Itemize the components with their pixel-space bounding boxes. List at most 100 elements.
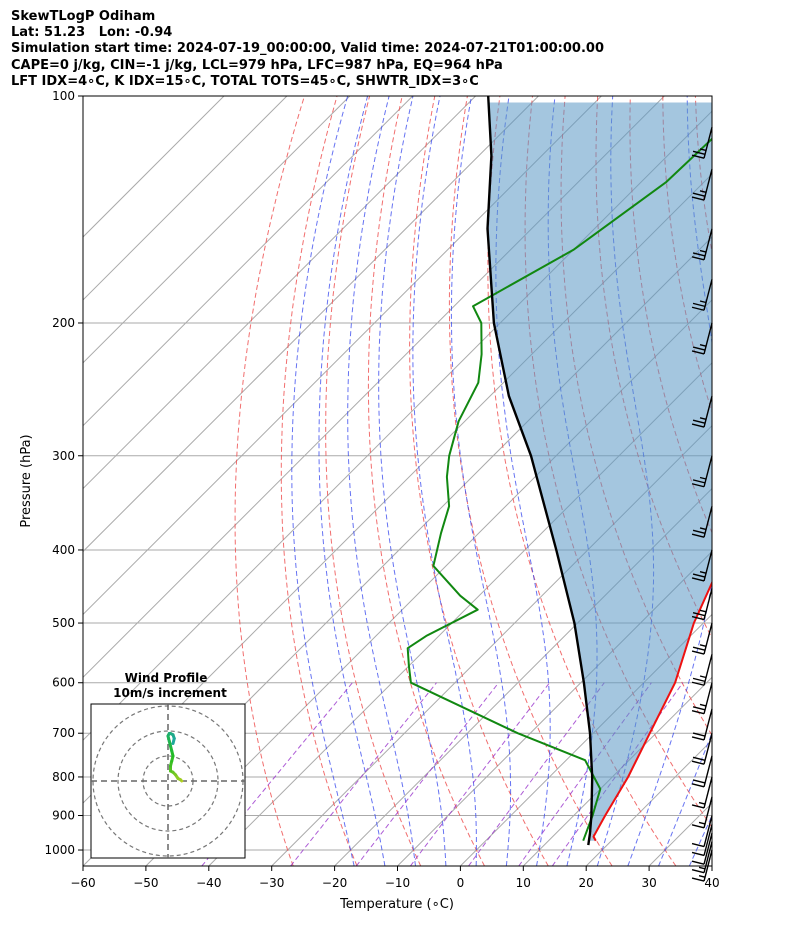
y-tick-label: 400 — [52, 543, 75, 557]
y-tick-label: 800 — [52, 770, 75, 784]
dry-adiabat — [728, 96, 794, 866]
x-tick-label: 10 — [516, 876, 531, 890]
barb-flag — [691, 842, 705, 848]
x-tick-label: −20 — [322, 876, 347, 890]
moist-adiabat — [627, 96, 712, 866]
barb-flag — [691, 681, 705, 686]
moist-adiabat — [720, 96, 794, 866]
isotherm-line — [83, 96, 539, 553]
chart-title: SkewTLogP Odiham — [11, 9, 156, 24]
barb-half-flag — [698, 866, 706, 870]
dry-adiabat — [448, 96, 613, 866]
moist-adiabat — [291, 96, 355, 866]
wind-barb — [691, 279, 713, 311]
barb-flag — [691, 851, 705, 857]
barb-flag — [691, 533, 705, 538]
barb-flag — [691, 783, 705, 788]
barb-staff — [703, 549, 713, 582]
barb-flag — [691, 869, 705, 874]
wind-barb — [691, 622, 713, 655]
wind-barb — [691, 776, 713, 809]
barb-staff — [703, 654, 713, 686]
isotherm-line — [711, 865, 712, 866]
barb-flag — [691, 350, 705, 355]
barb-flag — [691, 256, 705, 261]
wind-barb — [691, 455, 713, 488]
barb-half-flag — [698, 821, 706, 825]
x-tick-label: −40 — [196, 876, 221, 890]
barb-flag — [691, 423, 705, 428]
barb-half-flag — [699, 476, 707, 480]
barb-staff — [703, 279, 713, 311]
barb-flag — [691, 306, 705, 311]
barb-flag — [692, 150, 706, 156]
mixing-ratio-line — [201, 682, 353, 866]
x-tick-label: −10 — [385, 876, 410, 890]
barb-staff — [703, 588, 713, 620]
wind-barb — [691, 833, 713, 865]
barb-half-flag — [699, 249, 707, 253]
hodograph-subtitle: 10m/s increment — [113, 686, 227, 700]
sounding-profiles — [406, 96, 712, 846]
barb-staff — [703, 733, 713, 765]
barb-staff — [703, 322, 713, 355]
barb-flag — [692, 611, 706, 617]
wind-barb — [691, 168, 713, 201]
wind-barb — [691, 796, 713, 829]
barb-staff — [703, 395, 713, 428]
barb-half-flag — [699, 609, 707, 613]
barb-half-flag — [699, 644, 707, 647]
barb-flag — [692, 346, 706, 351]
barb-flag — [691, 824, 705, 829]
wind-barb — [691, 506, 713, 538]
barb-half-flag — [699, 675, 707, 679]
x-tick-label: 0 — [457, 876, 465, 890]
temperature-line — [592, 580, 712, 842]
axes: −60 −50 −40 −30 −20 −10 0 10 20 30 40 1000 900 800 700… — [44, 89, 719, 890]
wind-barb — [691, 733, 713, 765]
y-tick-label: 1000 — [44, 843, 75, 857]
dry-adiabat — [409, 96, 549, 866]
barb-flag — [691, 760, 705, 765]
mixing-ratio-line — [290, 682, 437, 866]
hodograph-title: Wind Profile — [125, 671, 208, 685]
x-tick-label: −30 — [259, 876, 284, 890]
time-line: Simulation start time: 2024-07-19_00:00:… — [11, 41, 604, 56]
wind-barb — [691, 395, 713, 428]
isotherm-line — [83, 96, 288, 301]
barb-staff — [703, 455, 713, 487]
barb-flag — [691, 650, 705, 655]
barb-staff — [703, 815, 713, 847]
barb-flag — [691, 196, 705, 201]
wind-barbs — [691, 127, 713, 882]
barb-half-flag — [699, 148, 707, 152]
x-tick-label: −60 — [70, 876, 95, 890]
isotherm-line — [83, 96, 351, 364]
barb-staff — [703, 776, 713, 809]
barb-flag — [692, 419, 706, 424]
wind-barb — [691, 824, 713, 857]
barb-half-flag — [698, 874, 706, 878]
barb-half-flag — [699, 527, 707, 531]
wind-barb — [691, 708, 713, 741]
cape-line: CAPE=0 j/kg, CIN=-1 j/kg, LCL=979 hPa, L… — [11, 58, 503, 73]
barb-flag — [691, 877, 705, 882]
barb-flag — [691, 860, 705, 865]
wind-barb — [691, 228, 713, 261]
barb-staff — [703, 841, 713, 873]
isotherm-line — [145, 299, 712, 866]
dewpoint-line — [406, 137, 712, 842]
isotherm-line — [83, 96, 602, 616]
isotherm-line — [460, 613, 712, 866]
barb-flag — [691, 577, 705, 582]
wind-barb — [691, 755, 713, 788]
dry-adiabat — [325, 96, 422, 866]
x-tick-label: 20 — [579, 876, 594, 890]
isotherm-line — [775, 96, 794, 866]
wind-barb — [691, 549, 713, 582]
mixing-ratio-line — [355, 682, 499, 866]
index-line: LFT IDX=4∘C, K IDX=15∘C, TOTAL TOTS=45∘C… — [11, 74, 479, 89]
barb-flag — [692, 779, 706, 784]
isotherm-line — [83, 96, 476, 490]
